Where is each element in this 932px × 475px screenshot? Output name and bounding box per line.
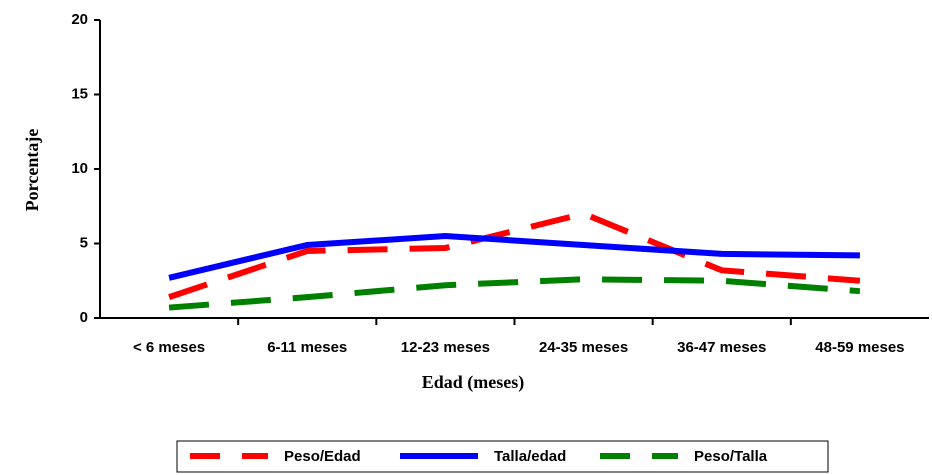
y-tick-label: 20 xyxy=(71,11,88,28)
y-axis-label: Porcentaje xyxy=(22,129,42,212)
y-tick-label: 10 xyxy=(71,160,88,177)
x-tick-label: 24-35 meses xyxy=(539,339,628,356)
x-axis-label: Edad (meses) xyxy=(422,372,525,393)
x-tick-label: 6-11 meses xyxy=(267,339,347,356)
legend-label: Talla/edad xyxy=(494,448,566,465)
series-line xyxy=(168,276,861,311)
y-tick-label: 5 xyxy=(80,234,88,251)
legend-label: Peso/Talla xyxy=(694,448,768,465)
y-tick-label: 0 xyxy=(80,309,88,326)
x-tick-label: 12-23 meses xyxy=(401,339,490,356)
series-line xyxy=(168,233,860,281)
legend-box xyxy=(176,440,829,473)
x-tick-label: 36-47 meses xyxy=(677,339,766,356)
y-tick-label: 15 xyxy=(71,85,88,102)
legend-label: Peso/Edad xyxy=(284,448,361,465)
x-tick-label: 48-59 meses xyxy=(815,339,904,356)
x-tick-label: < 6 meses xyxy=(133,339,205,356)
